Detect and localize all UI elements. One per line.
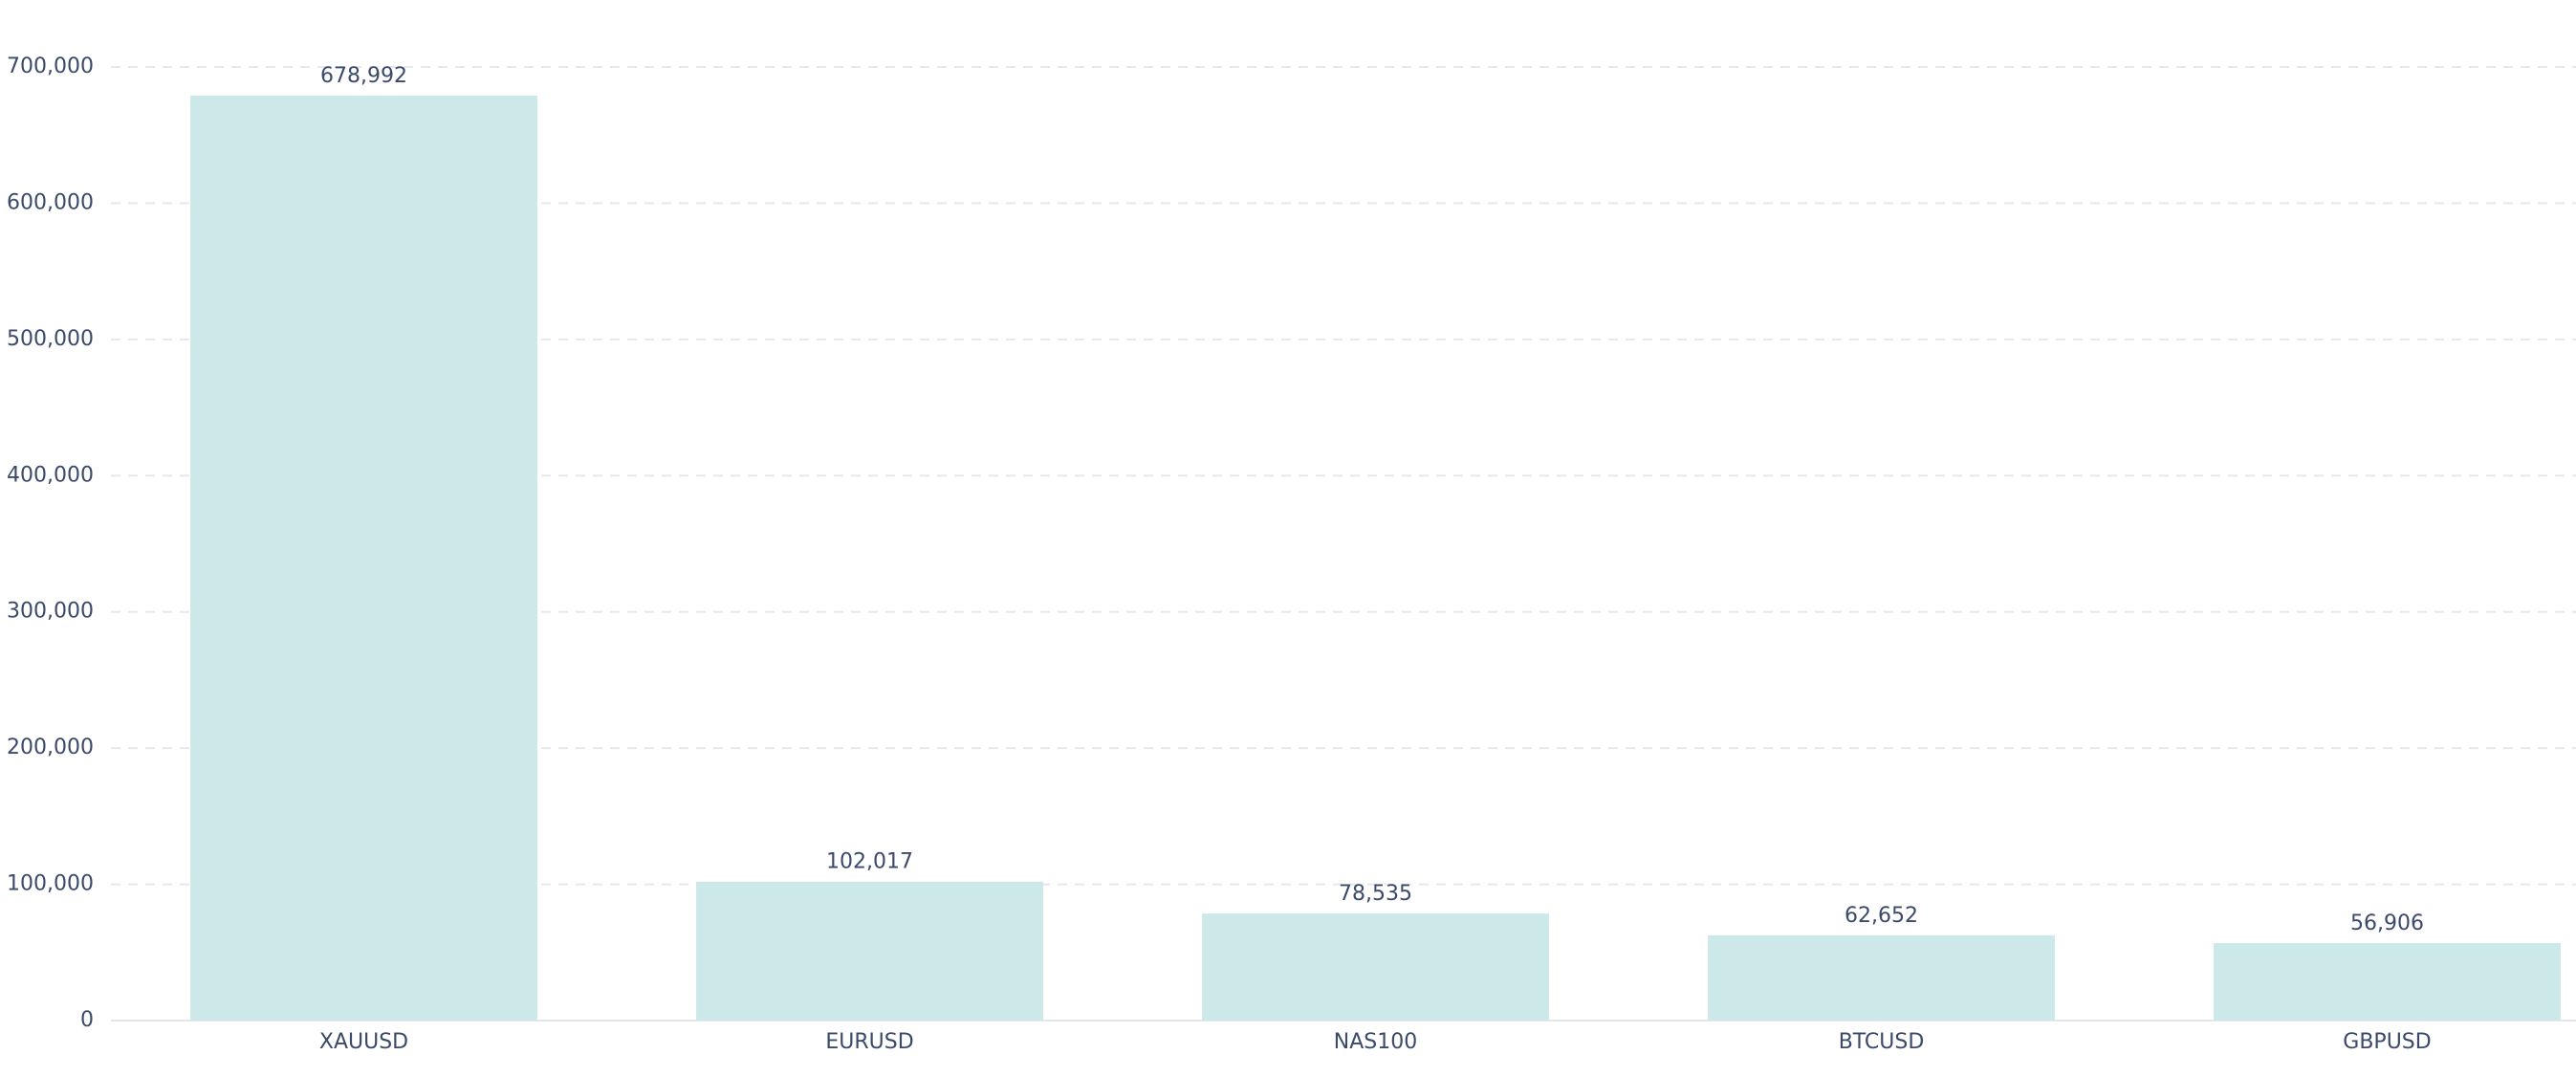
bar xyxy=(696,881,1043,1021)
bar xyxy=(1202,913,1549,1021)
value-label: 678,992 xyxy=(320,64,407,88)
y-tick-label: 100,000 xyxy=(7,872,94,896)
bar xyxy=(1708,934,2055,1021)
y-tick-label: 600,000 xyxy=(7,190,94,214)
value-label: 62,652 xyxy=(1845,904,1918,928)
value-label: 102,017 xyxy=(826,850,913,874)
bar xyxy=(2214,942,2561,1021)
bar xyxy=(190,95,537,1022)
y-tick-label: 400,000 xyxy=(7,463,94,487)
x-tick-label: EURUSD xyxy=(825,1030,913,1054)
x-tick-label: BTCUSD xyxy=(1839,1030,1925,1054)
y-tick-label: 0 xyxy=(80,1008,94,1032)
x-tick-label: GBPUSD xyxy=(2343,1030,2431,1054)
x-tick-label: XAUUSD xyxy=(319,1030,408,1054)
y-tick-label: 700,000 xyxy=(7,55,94,78)
y-tick-label: 300,000 xyxy=(7,600,94,624)
x-tick-label: NAS100 xyxy=(1334,1030,1417,1054)
value-label: 56,906 xyxy=(2350,912,2424,935)
y-tick-label: 200,000 xyxy=(7,736,94,759)
y-tick-label: 500,000 xyxy=(7,327,94,351)
value-label: 78,535 xyxy=(1339,882,1412,906)
